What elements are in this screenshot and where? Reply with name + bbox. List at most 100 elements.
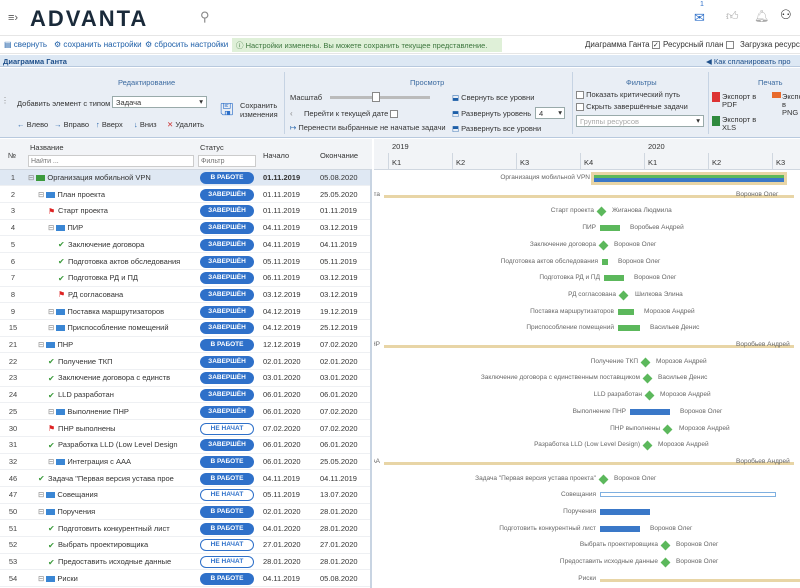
search-icon[interactable]: ⚲	[200, 9, 210, 24]
status-filter-input[interactable]	[198, 155, 256, 167]
table-row[interactable]: 7 ✔ Подготовка РД и ПД ЗАВЕРШЁН 06.11.2019 03…	[0, 270, 370, 287]
status-badge[interactable]: ЗАВЕРШЁН	[200, 222, 254, 235]
gantt-milestone[interactable]	[640, 357, 651, 368]
type-select[interactable]: Задача ▾	[112, 96, 207, 108]
table-row[interactable]: 23 ✔ Заключение договора с единств ЗАВЕРШЁН…	[0, 370, 370, 387]
table-row[interactable]: 53 ✔ Предоставить исходные данные НЕ НАЧАТ 2…	[0, 554, 370, 571]
collapse-all-button[interactable]: ⬓ Свернуть все уровни	[452, 93, 534, 102]
gantt-bar[interactable]	[384, 194, 794, 198]
gantt-bar[interactable]	[618, 325, 640, 332]
table-row[interactable]: 52 ✔ Выбрать проектировщика НЕ НАЧАТ 27.01.2…	[0, 537, 370, 554]
expand-toggle-icon[interactable]: ⊟	[38, 340, 47, 349]
table-row[interactable]: 5 ✔ Заключение договора ЗАВЕРШЁН 04.11.2019 0…	[0, 237, 370, 254]
expand-toggle-icon[interactable]: ⊟	[28, 173, 37, 182]
expand-toggle-icon[interactable]: ⊟	[48, 306, 57, 316]
gantt-milestone[interactable]	[644, 390, 655, 401]
save-changes-icon[interactable]: 🖫︎	[220, 102, 234, 119]
table-row[interactable]: 54 ⊟ Риски В РАБОТЕ 04.11.2019 05.08.2020	[0, 571, 370, 588]
expand-toggle-icon[interactable]: ⊟	[48, 223, 57, 233]
row-name[interactable]: ⚑ Старт проекта	[28, 206, 193, 216]
status-badge[interactable]: В РАБОТЕ	[200, 522, 254, 535]
resource-plan-toggle[interactable]: Ресурсный план	[663, 40, 734, 49]
resource-plan-checkbox[interactable]	[725, 40, 734, 49]
hide-done-checkbox[interactable]	[576, 103, 584, 112]
gantt-milestone[interactable]	[598, 240, 609, 251]
status-badge[interactable]: ЗАВЕРШЁН	[200, 305, 254, 318]
name-filter-input[interactable]	[28, 155, 194, 167]
row-name[interactable]: ✔ Задача "Первая версия устава прое	[28, 474, 193, 484]
gantt-bar[interactable]	[600, 509, 650, 515]
status-badge[interactable]: ЗАВЕРШЁН	[200, 188, 254, 201]
table-row[interactable]: 50 ⊟ Поручения В РАБОТЕ 02.01.2020 28.01.202…	[0, 504, 370, 521]
table-row[interactable]: 25 ⊟ Выполнение ПНР ЗАВЕРШЁН 06.01.2020 07.0…	[0, 404, 370, 421]
row-name[interactable]: ⊟ Поставка маршрутизаторов	[28, 307, 193, 316]
like-icon[interactable]: 👍︎	[726, 9, 739, 23]
status-badge[interactable]: НЕ НАЧАТ	[200, 556, 254, 569]
row-name[interactable]: ⊟ План проекта	[28, 190, 193, 199]
expand-toggle-icon[interactable]: ⊟	[38, 490, 47, 500]
row-name[interactable]: ✔ Предоставить исходные данные	[28, 557, 193, 567]
col-num-header[interactable]: №	[8, 151, 17, 160]
save-changes-button[interactable]: Сохранить изменения	[240, 101, 278, 119]
row-name[interactable]: ✔ Выбрать проектировщика	[28, 540, 193, 550]
gantt-bar[interactable]	[618, 308, 634, 315]
row-name[interactable]: ✔ Подготовить конкурентный лист	[28, 524, 193, 534]
goto-today-button[interactable]: Перейти к текущей дате	[304, 109, 399, 119]
row-name[interactable]: ⊟ Интеграция с ААА	[28, 457, 193, 466]
table-row[interactable]: 47 ⊟ Совещания НЕ НАЧАТ 05.11.2019 13.07.202…	[0, 487, 370, 504]
row-name[interactable]: ✔ Разработка LLD (Low Level Design	[28, 440, 193, 450]
scale-slider[interactable]	[330, 96, 430, 99]
app-logo[interactable]: ADVANTA	[30, 6, 148, 32]
ribbon-scroll-handle[interactable]: ⋮	[1, 96, 9, 105]
gantt-bar[interactable]	[384, 345, 794, 348]
row-name[interactable]: ⊟ ПИР	[28, 223, 193, 232]
critical-path-checkbox[interactable]	[576, 91, 584, 100]
gantt-bar[interactable]	[594, 175, 784, 182]
move-selected-button[interactable]: ↦ Перенести выбранные не начатые задачи	[290, 123, 446, 132]
gantt-bar[interactable]	[604, 275, 624, 282]
status-badge[interactable]: НЕ НАЧАТ	[200, 539, 254, 552]
row-name[interactable]: ✔ Подготовка РД и ПД	[28, 273, 193, 283]
col-start-header[interactable]: Начало	[263, 151, 290, 160]
status-badge[interactable]: ЗАВЕРШЁН	[200, 272, 254, 285]
gantt-bar[interactable]	[600, 225, 620, 232]
scale-slider-handle[interactable]	[372, 92, 380, 102]
table-row[interactable]: 2 ⊟ План проекта ЗАВЕРШЁН 01.11.2019 25.05.2…	[0, 187, 370, 204]
table-row[interactable]: 24 ✔ LLD разработан ЗАВЕРШЁН 06.01.2020 06.01…	[0, 387, 370, 404]
status-badge[interactable]: ЗАВЕРШЁН	[200, 205, 254, 218]
delete-button[interactable]: ✕ Удалить	[167, 120, 205, 129]
status-badge[interactable]: В РАБОТЕ	[200, 472, 254, 485]
table-row[interactable]: 21 ⊟ ПНР В РАБОТЕ 12.12.2019 07.02.2020	[0, 337, 370, 354]
status-badge[interactable]: В РАБОТЕ	[200, 339, 254, 351]
table-row[interactable]: 32 ⊟ Интеграция с ААА В РАБОТЕ 06.01.2020 25…	[0, 454, 370, 471]
status-badge[interactable]: ЗАВЕРШЁН	[200, 255, 254, 268]
gantt-bar[interactable]	[384, 461, 794, 465]
row-name[interactable]: ⚑ РД согласована	[28, 290, 193, 300]
status-badge[interactable]: В РАБОТЕ	[200, 572, 254, 585]
table-row[interactable]: 30 ⚑ ПНР выполнены НЕ НАЧАТ 07.02.2020 07.02.…	[0, 421, 370, 437]
status-badge[interactable]: ЗАВЕРШЁН	[200, 372, 254, 385]
export-xls-button[interactable]: Экспорт в XLS	[722, 115, 757, 132]
gantt-bar[interactable]	[600, 525, 640, 532]
goto-today-checkbox[interactable]	[390, 110, 399, 119]
status-badge[interactable]: ЗАВЕРШЁН	[200, 288, 254, 301]
gantt-bar[interactable]	[600, 578, 800, 582]
gantt-milestone[interactable]	[596, 206, 607, 217]
table-row[interactable]: 9 ⊟ Поставка маршрутизаторов ЗАВЕРШЁН 04.12…	[0, 304, 370, 320]
level-select[interactable]: 4 ▾	[535, 107, 565, 119]
col-status-header[interactable]: Статус	[200, 143, 224, 152]
gantt-bar[interactable]	[602, 258, 608, 265]
gantt-milestone[interactable]	[642, 440, 653, 451]
expand-all-button[interactable]: ⬒ Развернуть все уровни	[452, 124, 541, 133]
resource-load-toggle[interactable]: Загрузка ресурсов	[740, 40, 800, 49]
status-badge[interactable]: НЕ НАЧАТ	[200, 489, 254, 502]
col-name-header[interactable]: Название	[30, 143, 64, 152]
hamburger-icon[interactable]: ≡›	[8, 12, 19, 24]
row-name[interactable]: ✔ Подготовка актов обследования	[28, 257, 193, 267]
status-badge[interactable]: ЗАВЕРШЁН	[200, 389, 254, 402]
show-critical-path-toggle[interactable]: Показать критический путь	[576, 90, 680, 100]
row-name[interactable]: ⊟ Приспособление помещений	[28, 323, 193, 332]
expand-toggle-icon[interactable]: ⊟	[48, 456, 57, 466]
resource-groups-select[interactable]: Группы ресурсов ▾	[576, 115, 704, 127]
row-name[interactable]: ⊟ ПНР	[28, 340, 193, 349]
